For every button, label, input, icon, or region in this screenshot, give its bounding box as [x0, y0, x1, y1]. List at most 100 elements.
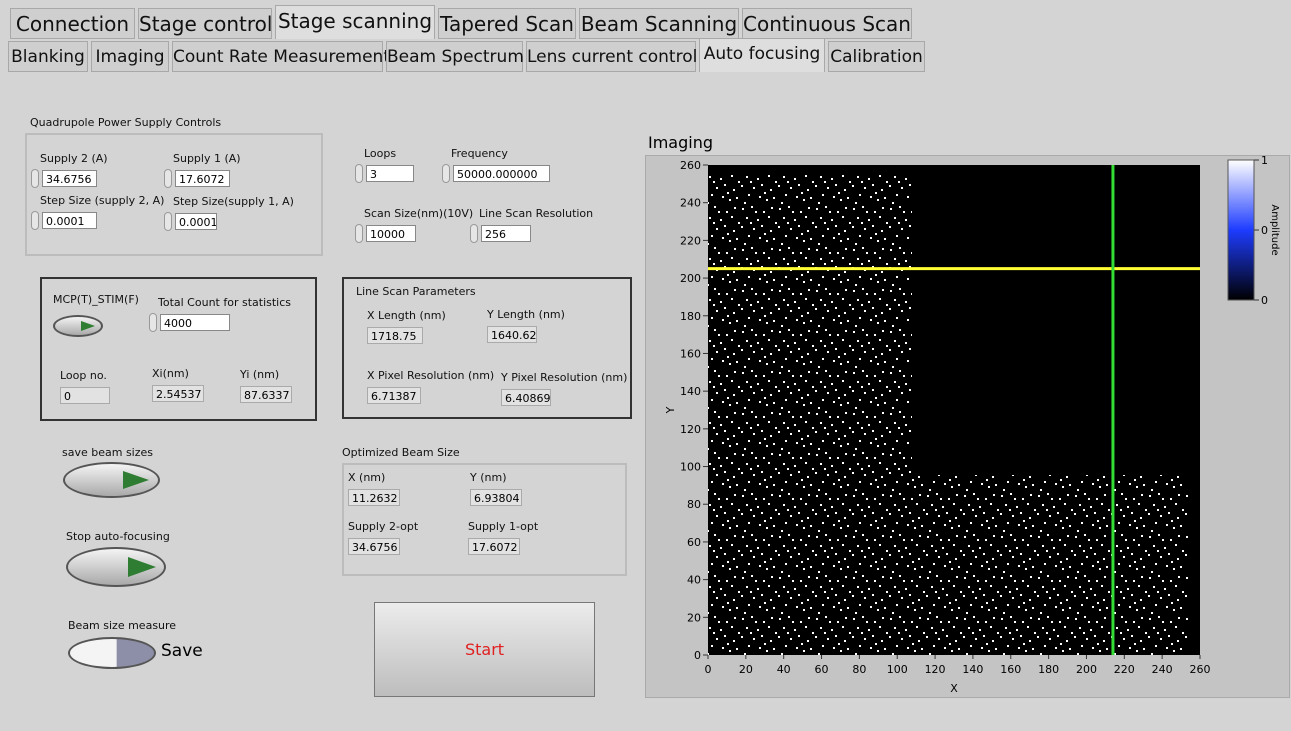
field-label: Loop no.	[60, 369, 107, 382]
spin-buttons[interactable]	[355, 164, 363, 183]
x-tick-label: 160	[1000, 663, 1021, 676]
numeric-control[interactable]: 0.0001	[175, 213, 217, 230]
x-axis-label: X	[950, 682, 958, 695]
y-tick-label: 100	[680, 461, 701, 474]
colorbar-tick-label: 0	[1261, 224, 1268, 237]
indicator: 6.71387	[367, 387, 421, 404]
colorbar-tick-label: 1	[1261, 154, 1268, 167]
indicator: 6.40869	[501, 389, 551, 406]
field-label: Supply 2 (A)	[40, 152, 108, 165]
x-tick-label: 260	[1190, 663, 1211, 676]
y-tick-label: 40	[687, 574, 701, 587]
y-tick-label: 80	[687, 498, 701, 511]
tab[interactable]: Beam Scanning	[579, 8, 739, 39]
tab[interactable]: Count Rate Measurement	[172, 41, 383, 72]
tab[interactable]: Continuous Scan	[742, 8, 912, 39]
imaging-graph: ImagingXY0204060801001201401601802002202…	[0, 0, 1291, 731]
indicator: 2.54537	[152, 385, 204, 402]
numeric-control[interactable]: 256	[481, 225, 531, 242]
tab[interactable]: Blanking	[8, 41, 88, 72]
tab[interactable]: Auto focusing	[699, 38, 825, 72]
field-label: Xi(nm)	[152, 367, 189, 380]
field-label: X (nm)	[348, 471, 385, 484]
numeric-control[interactable]: 3	[366, 165, 414, 182]
x-tick-label: 140	[962, 663, 983, 676]
field-label: Loops	[364, 147, 396, 160]
field-label: Step Size(supply 1, A)	[173, 195, 294, 208]
field-label: Frequency	[451, 147, 508, 160]
indicator: 1640.62	[487, 326, 537, 343]
x-tick-label: 220	[1114, 663, 1135, 676]
x-tick-label: 80	[852, 663, 866, 676]
app-window: Quadrupole Power Supply Controls Line Sc…	[0, 0, 1291, 731]
field-label: Y Pixel Resolution (nm)	[501, 371, 627, 384]
spin-buttons[interactable]	[31, 211, 39, 230]
numeric-control[interactable]: 34.6756	[42, 170, 97, 187]
field-label: X Length (nm)	[367, 309, 446, 322]
x-tick-label: 120	[925, 663, 946, 676]
field-label: Supply 1-opt	[468, 520, 538, 533]
spin-buttons[interactable]	[164, 169, 172, 188]
colorbar-tick-label: 0	[1261, 294, 1268, 307]
x-tick-label: 40	[777, 663, 791, 676]
x-tick-label: 100	[887, 663, 908, 676]
field-label: Total Count for statistics	[158, 296, 291, 309]
y-axis-label: Y	[664, 406, 677, 414]
field-label: Scan Size(nm)(10V)	[364, 207, 473, 220]
tab[interactable]: Stage scanning	[275, 5, 435, 39]
field-label: Y (nm)	[470, 471, 507, 484]
tab[interactable]: Lens current control	[526, 41, 696, 72]
y-tick-label: 20	[687, 611, 701, 624]
spin-buttons[interactable]	[31, 169, 39, 188]
y-tick-label: 220	[680, 234, 701, 247]
field-label: Supply 2-opt	[348, 520, 418, 533]
indicator: 0	[60, 387, 110, 404]
numeric-control[interactable]: 4000	[160, 314, 230, 331]
x-tick-label: 240	[1152, 663, 1173, 676]
field-label: Supply 1 (A)	[173, 152, 241, 165]
field-label: Yi (nm)	[240, 368, 279, 381]
y-tick-label: 0	[694, 649, 701, 662]
y-tick-label: 180	[680, 310, 701, 323]
y-tick-label: 140	[680, 385, 701, 398]
tab[interactable]: Calibration	[828, 41, 925, 72]
image-texture	[912, 475, 1188, 655]
spin-buttons[interactable]	[355, 224, 363, 243]
tab[interactable]: Tapered Scan	[438, 8, 576, 39]
x-tick-label: 180	[1038, 663, 1059, 676]
spin-buttons[interactable]	[164, 212, 172, 231]
y-tick-label: 200	[680, 272, 701, 285]
y-tick-label: 240	[680, 197, 701, 210]
field-label: Line Scan Resolution	[479, 207, 593, 220]
tab[interactable]: Connection	[10, 8, 135, 39]
x-tick-label: 60	[815, 663, 829, 676]
indicator: 87.6337	[240, 386, 292, 403]
indicator: 1718.75	[367, 327, 423, 344]
numeric-control[interactable]: 17.6072	[175, 170, 230, 187]
image-texture	[708, 172, 912, 655]
field-label: Step Size (supply 2, A)	[40, 194, 164, 207]
numeric-control[interactable]: 0.0001	[42, 212, 97, 229]
indicator: 11.2632	[348, 489, 400, 506]
tab[interactable]: Imaging	[91, 41, 169, 72]
indicator: 17.6072	[468, 538, 520, 555]
field-label: Y Length (nm)	[487, 308, 565, 321]
indicator: 34.6756	[348, 538, 400, 555]
colorbar	[1228, 160, 1254, 300]
y-tick-label: 260	[680, 159, 701, 172]
indicator: 6.93804	[470, 489, 522, 506]
numeric-control[interactable]: 10000	[366, 225, 416, 242]
x-tick-label: 20	[739, 663, 753, 676]
field-label: X Pixel Resolution (nm)	[367, 369, 494, 382]
spin-buttons[interactable]	[470, 224, 478, 243]
spin-buttons[interactable]	[149, 313, 157, 332]
y-tick-label: 120	[680, 423, 701, 436]
tab[interactable]: Stage control	[138, 8, 272, 39]
spin-buttons[interactable]	[442, 164, 450, 183]
y-tick-label: 60	[687, 536, 701, 549]
x-tick-label: 0	[705, 663, 712, 676]
x-tick-label: 200	[1076, 663, 1097, 676]
numeric-control[interactable]: 50000.000000	[453, 165, 550, 182]
tab[interactable]: Beam Spectrum	[386, 41, 523, 72]
y-tick-label: 160	[680, 347, 701, 360]
